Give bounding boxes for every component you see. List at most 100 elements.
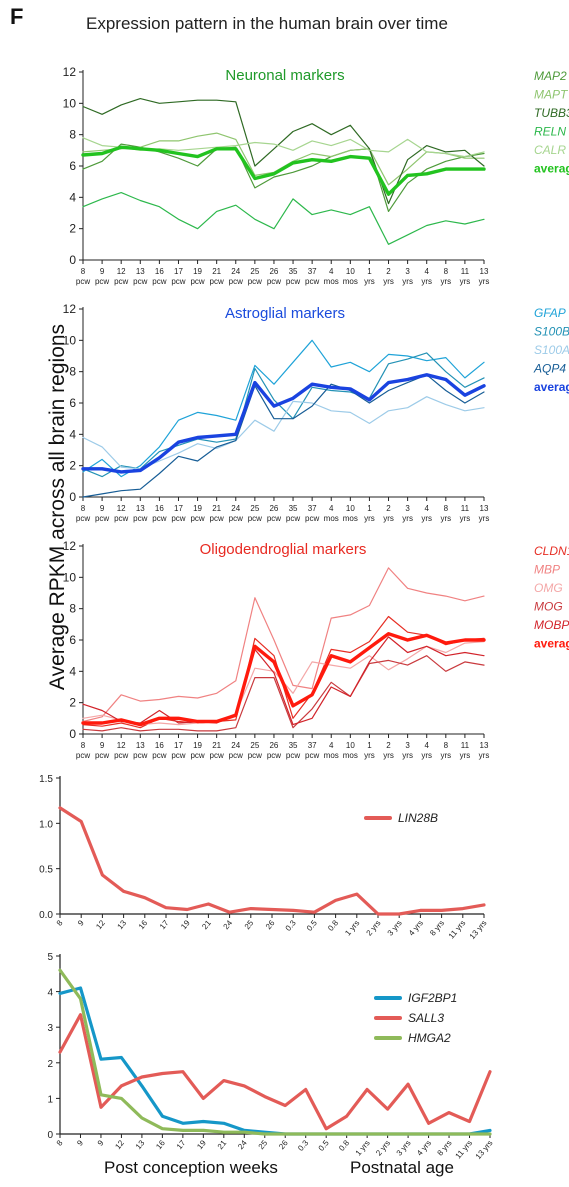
- x-tick-label: 3: [405, 504, 410, 513]
- legend-entry: average: [534, 637, 569, 651]
- x-tick-label: 21: [216, 1138, 229, 1151]
- legend-entry: HMGA2: [408, 1031, 451, 1045]
- x-tick-label-unit: mos: [343, 514, 358, 523]
- y-tick-label: 10: [63, 570, 77, 584]
- legend-entry: MOG: [534, 600, 563, 614]
- x-tick-label-unit: pcw: [229, 514, 243, 523]
- x-tick-label: 12: [117, 267, 126, 276]
- x-tick-label: 8 yrs: [436, 1139, 454, 1158]
- x-tick-label-unit: yrs: [460, 514, 471, 523]
- y-tick-label: 10: [63, 333, 77, 347]
- x-tick-label: 13: [480, 741, 489, 750]
- x-tick-label-unit: pcw: [190, 514, 204, 523]
- y-tick-label: 8: [69, 365, 76, 379]
- y-tick-label: 0.0: [39, 910, 53, 921]
- x-tick-label-unit: yrs: [421, 751, 432, 760]
- x-tick-label-unit: pcw: [190, 277, 204, 286]
- legend-entry: average: [534, 380, 569, 394]
- x-tick-label: 13: [136, 267, 145, 276]
- x-tick-label: 2: [386, 741, 391, 750]
- legend-entry: S100A6: [534, 343, 569, 357]
- y-tick-label: 6: [69, 633, 76, 647]
- figure-title: Expression pattern in the human brain ov…: [86, 14, 448, 33]
- x-tick-label: 26: [269, 267, 278, 276]
- x-tick-label-unit: pcw: [76, 514, 90, 523]
- legend-entry: MAP2: [534, 69, 567, 83]
- y-tick-label: 1.5: [39, 774, 53, 785]
- x-tick-label-unit: yrs: [383, 514, 394, 523]
- y-tick-label: 8: [69, 602, 76, 616]
- x-tick-label: 8: [55, 918, 65, 928]
- x-tick-label-unit: pcw: [248, 751, 262, 760]
- y-tick-label: 1: [47, 1094, 53, 1105]
- legend-entry: SALL3: [408, 1011, 444, 1025]
- x-tick-label-unit: mos: [324, 277, 339, 286]
- series-line-sall3: [58, 1013, 492, 1131]
- x-tick-label: 24: [231, 504, 240, 513]
- series-line-average: [81, 145, 486, 196]
- x-tick-label: 16: [155, 504, 164, 513]
- y-tick-label: 2: [69, 696, 76, 710]
- x-tick-label-unit: yrs: [402, 751, 413, 760]
- series-line-igf2bp1: [58, 986, 492, 1136]
- y-tick-label: 2: [69, 459, 76, 473]
- x-tick-label: 9: [100, 504, 105, 513]
- x-tick-label: 35: [289, 741, 298, 750]
- series-line-average: [81, 373, 486, 474]
- x-tick-label-unit: pcw: [114, 751, 128, 760]
- chart-title: Astroglial markers: [225, 305, 345, 322]
- y-tick-label: 0: [69, 727, 76, 741]
- x-tick-label: 9: [76, 918, 86, 928]
- x-tick-label: 19: [193, 504, 202, 513]
- x-tick-label-unit: pcw: [171, 514, 185, 523]
- x-tick-label: 8: [81, 741, 86, 750]
- x-tick-label: 13: [480, 267, 489, 276]
- x-tick-label-unit: yrs: [383, 277, 394, 286]
- x-tick-label-unit: pcw: [229, 277, 243, 286]
- x-tick-label: 8: [444, 741, 449, 750]
- x-tick-label: 1 yrs: [354, 1139, 372, 1158]
- x-tick-label-unit: mos: [343, 277, 358, 286]
- x-tick-label-unit: pcw: [210, 277, 224, 286]
- legend-entry: LIN28B: [398, 811, 438, 825]
- x-tick-label-unit: yrs: [460, 277, 471, 286]
- x-tick-label: 37: [308, 504, 317, 513]
- y-tick-label: 4: [69, 427, 76, 441]
- x-tick-label-unit: pcw: [152, 277, 166, 286]
- x-tick-label-unit: yrs: [440, 751, 451, 760]
- x-tick-label: 21: [212, 741, 221, 750]
- x-tick-label: 25: [250, 267, 259, 276]
- x-tick-label-unit: pcw: [305, 277, 319, 286]
- series-line-mobp: [82, 636, 485, 726]
- x-tick-label: 13: [136, 741, 145, 750]
- x-tick-label-unit: pcw: [76, 277, 90, 286]
- legend-entry: CLDN11: [534, 544, 569, 558]
- x-tick-label: 2: [386, 267, 391, 276]
- x-tick-label: 8: [81, 267, 86, 276]
- x-tick-label-unit: yrs: [479, 277, 490, 286]
- x-tick-label: 24: [236, 1138, 249, 1151]
- x-tick-label-unit: pcw: [267, 751, 281, 760]
- legend-entry: GFAP: [534, 306, 566, 320]
- x-tick-label-unit: mos: [324, 751, 339, 760]
- x-tick-label: 4: [329, 267, 334, 276]
- x-tick-label: 25: [250, 504, 259, 513]
- legend-entry: MBP: [534, 563, 560, 577]
- x-tick-label: 12: [117, 741, 126, 750]
- y-tick-label: 6: [69, 396, 76, 410]
- x-tick-label: 4: [424, 504, 429, 513]
- y-tick-label: 12: [63, 302, 77, 316]
- x-tick-label: 3: [405, 741, 410, 750]
- y-tick-label: 6: [69, 159, 76, 173]
- y-tick-label: 0: [69, 490, 76, 504]
- y-tick-label: 2: [69, 222, 76, 236]
- x-tick-label: 0.8: [337, 1138, 351, 1153]
- x-tick-label-unit: mos: [324, 514, 339, 523]
- x-tick-label: 12: [117, 504, 126, 513]
- series-line-average: [81, 632, 486, 727]
